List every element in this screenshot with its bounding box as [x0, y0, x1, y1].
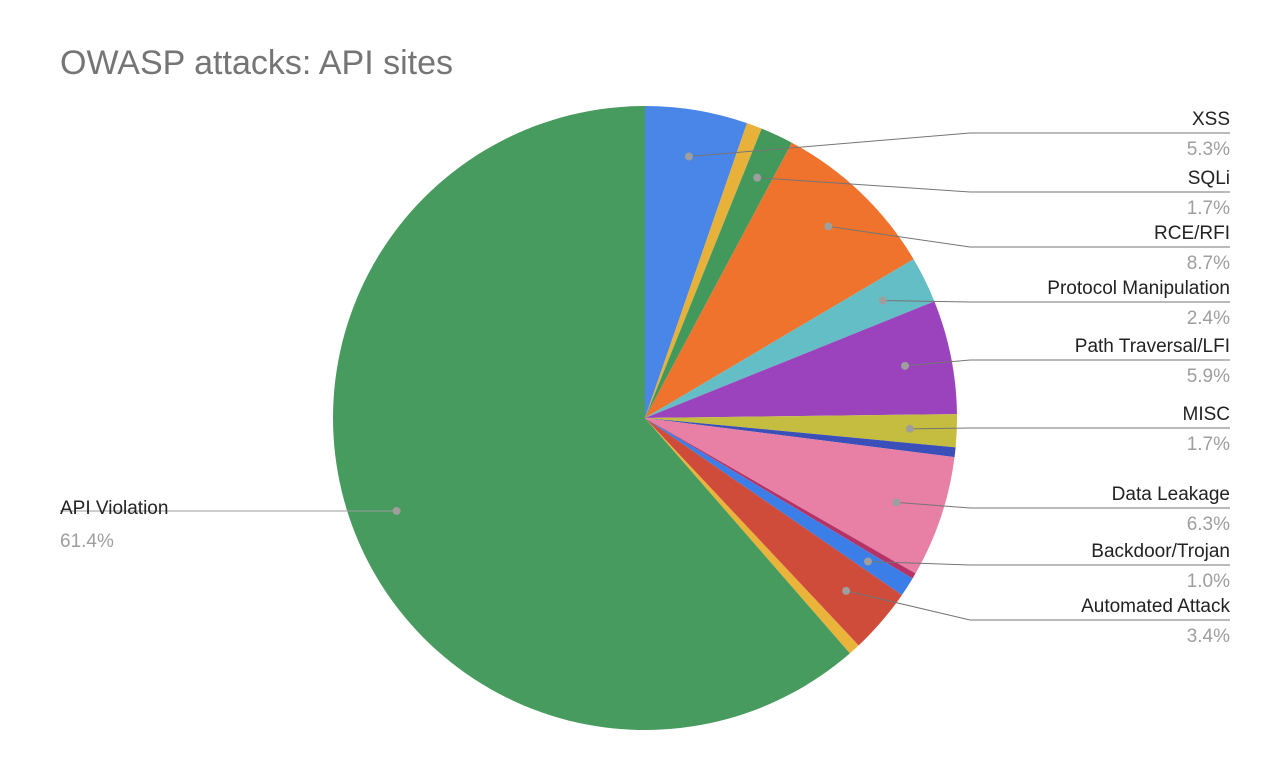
leader-line	[828, 225, 1230, 248]
pie-slice	[645, 142, 914, 418]
slice-label: API Violation	[60, 498, 168, 519]
slice-label: XSS	[1192, 109, 1230, 130]
pie-slice	[645, 418, 916, 579]
pie-slice	[645, 414, 957, 448]
slice-percent: 1.0%	[1187, 571, 1230, 592]
pie-slice	[645, 418, 955, 574]
pie-slice	[645, 418, 913, 595]
slice-label: RCE/RFI	[1154, 223, 1230, 244]
leader-line	[688, 132, 1230, 157]
pie-slice	[645, 418, 956, 458]
slice-label: MISC	[1183, 404, 1231, 425]
slice-percent: 5.9%	[1187, 366, 1230, 387]
pie-slice	[645, 418, 902, 646]
slice-label: Backdoor/Trojan	[1091, 541, 1230, 562]
slice-percent: 5.3%	[1187, 139, 1230, 160]
pie-slice	[645, 301, 957, 418]
leader-dot	[753, 173, 762, 182]
leader-dot	[864, 557, 873, 566]
slice-label: Data Leakage	[1112, 484, 1230, 505]
leader-dot	[684, 152, 693, 161]
slice-percent: 1.7%	[1187, 198, 1230, 219]
leader-dot	[842, 586, 851, 595]
leader-line	[904, 359, 1230, 367]
slice-percent: 1.7%	[1187, 434, 1230, 455]
leader-line	[846, 590, 1230, 621]
leader-dot	[824, 222, 833, 231]
leader-line	[909, 427, 1230, 430]
leader-dot	[901, 361, 910, 370]
slice-label: Protocol Manipulation	[1047, 278, 1230, 299]
slice-percent: 6.3%	[1187, 514, 1230, 535]
leader-line	[868, 561, 1230, 566]
leader-dot	[878, 296, 887, 305]
slice-label: SQLi	[1188, 168, 1230, 189]
leader-line	[882, 300, 1230, 303]
leader-line	[896, 501, 1230, 509]
leader-dot	[392, 506, 401, 515]
leader-line	[757, 177, 1230, 193]
pie-slice	[645, 418, 859, 654]
pie-slice	[645, 259, 935, 418]
chart-title: OWASP attacks: API sites	[60, 44, 453, 82]
pie-slice	[645, 128, 792, 418]
pie-slice	[645, 123, 762, 418]
leader-dot	[892, 498, 901, 507]
slice-label: Automated Attack	[1081, 596, 1230, 617]
slice-percent: 61.4%	[60, 531, 114, 552]
slice-percent: 8.7%	[1187, 253, 1230, 274]
slice-percent: 2.4%	[1187, 308, 1230, 329]
pie-slice	[332, 106, 850, 730]
leader-dot	[905, 424, 914, 433]
slice-percent: 3.4%	[1187, 626, 1230, 647]
slice-label: Path Traversal/LFI	[1075, 336, 1230, 357]
pie-slice	[645, 106, 747, 418]
